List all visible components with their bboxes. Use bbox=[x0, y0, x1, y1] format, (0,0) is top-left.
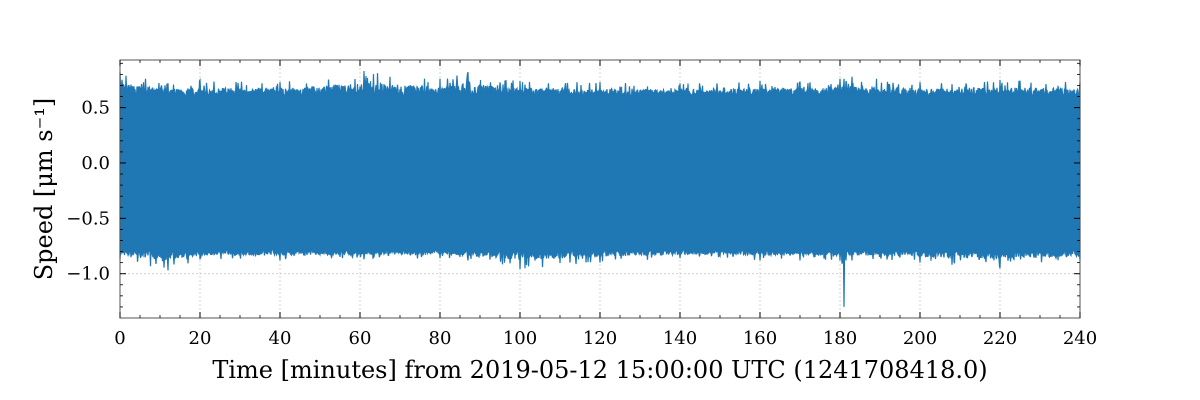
x-tick-label: 160 bbox=[743, 328, 777, 349]
y-tick-label: 0.0 bbox=[81, 153, 110, 174]
plot-area bbox=[119, 71, 1081, 307]
ticks: 0 20 40 60 80 100 120 140 160 180 200 220 240 0.5 0.0 −… bbox=[66, 60, 1097, 349]
y-tick-label: −0.5 bbox=[66, 208, 110, 229]
y-tick-label: 0.5 bbox=[81, 98, 110, 119]
y-axis-label: Speed [μm s⁻¹] bbox=[30, 98, 58, 281]
x-tick-label: 140 bbox=[663, 328, 697, 349]
x-tick-label: 0 bbox=[114, 328, 125, 349]
x-tick-label: 180 bbox=[823, 328, 857, 349]
series-line bbox=[119, 71, 1081, 307]
x-tick-label: 60 bbox=[349, 328, 372, 349]
x-tick-label: 200 bbox=[903, 328, 937, 349]
x-tick-label: 100 bbox=[503, 328, 537, 349]
x-tick-label: 40 bbox=[269, 328, 292, 349]
x-tick-label: 120 bbox=[583, 328, 617, 349]
x-tick-label: 240 bbox=[1063, 328, 1097, 349]
x-tick-label: 80 bbox=[429, 328, 452, 349]
x-axis-label: Time [minutes] from 2019-05-12 15:00:00 … bbox=[212, 356, 987, 384]
x-tick-label: 20 bbox=[189, 328, 212, 349]
x-tick-label: 220 bbox=[983, 328, 1017, 349]
y-tick-label: −1.0 bbox=[66, 264, 110, 285]
